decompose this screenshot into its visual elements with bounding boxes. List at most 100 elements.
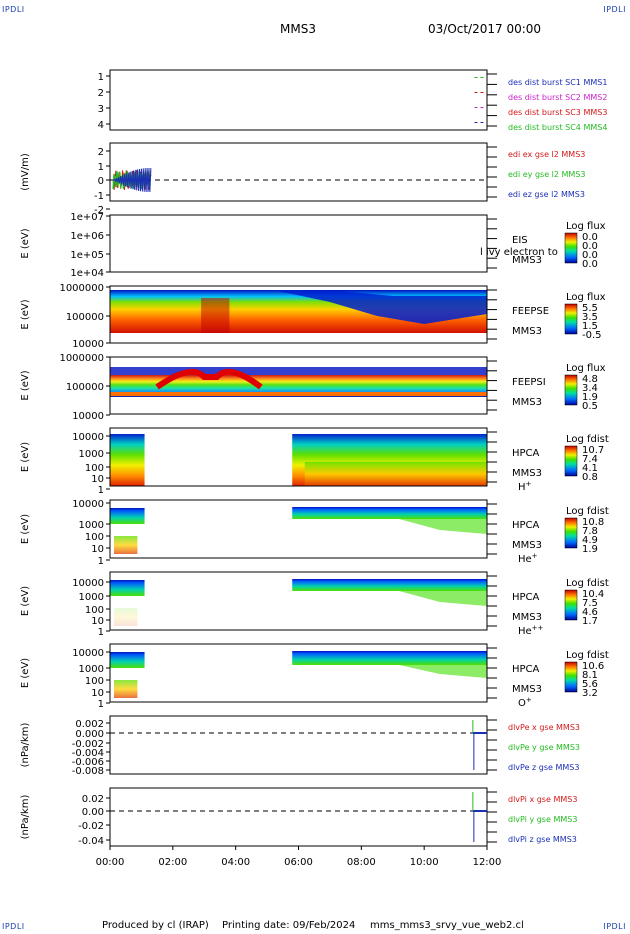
y-tick-label: -0.02 <box>78 821 104 832</box>
colorbar-tick-label: 3.4 <box>582 383 598 394</box>
y-tick-label: 0.02 <box>82 794 104 805</box>
y-tick-label: 10 <box>91 616 104 627</box>
legend-entry: des dist burst SC2 MMS2 <box>508 93 607 102</box>
colorbar-tick-label: 0.0 <box>582 241 598 252</box>
hpca-early-block <box>110 580 145 596</box>
y-tick-label: 10000 <box>72 578 104 589</box>
y-tick-label: 100 <box>85 676 104 687</box>
colorbar-tick-label: 4.6 <box>582 607 598 618</box>
y-tick-label: 10000 <box>72 432 104 443</box>
y-tick-label: 100 <box>85 463 104 474</box>
y-tick-label: 10000 <box>72 648 104 659</box>
colorbar-label: Log flux <box>566 363 606 374</box>
panel-frame <box>109 787 488 847</box>
hpca-late-tail <box>399 591 487 606</box>
y-tick-label: -0.04 <box>78 836 104 847</box>
panel-frame <box>109 715 488 775</box>
legend-entry: dlvPe x gse MMS3 <box>508 723 580 732</box>
instrument-name: FEEPSE <box>512 306 549 317</box>
y-axis-label: E (eV) <box>20 658 31 688</box>
colorbar-tick-label: 0.0 <box>582 250 598 261</box>
y-tick-label: 10000 <box>72 339 104 350</box>
hpca-late-tail <box>399 665 487 678</box>
colorbar-tick-label: 0.0 <box>582 232 598 243</box>
y-tick-label: 100 <box>85 532 104 543</box>
spacecraft-title: MMS3 <box>280 22 316 36</box>
y-tick-label: 4 <box>98 120 104 131</box>
y-axis-label: (nPa/km) <box>20 723 31 768</box>
colorbar-tick-label: 1.7 <box>582 616 598 627</box>
hpca-early-block <box>110 652 145 668</box>
panel-frame <box>109 427 488 487</box>
y-tick-label: 1 <box>98 485 104 496</box>
colorbar <box>564 374 578 406</box>
instrument-spacecraft: MMS3 <box>512 612 542 623</box>
y-tick-label: -1 <box>94 191 104 202</box>
instrument-spacecraft: MMS3 <box>512 326 542 337</box>
hpca-early-low-energy <box>114 608 138 626</box>
y-tick-label: 1000 <box>79 449 104 460</box>
panel-4: 1000000 100000 10000 E (eV) FEEPSE MMS3 Log fl… <box>20 283 606 350</box>
colorbar-tick-label: 0.5 <box>582 401 598 412</box>
y-tick-label: 100000 <box>66 312 104 323</box>
panel-11: 0.02 0.00 -0.02 -0.04 (nPa/km) dlvPi x gse MM… <box>20 787 577 847</box>
legend-entry: des dist burst SC1 MMS1 <box>508 78 607 87</box>
y-axis-label: E (eV) <box>20 370 31 400</box>
y-tick-label: -0.002 <box>72 739 104 750</box>
colorbar-tick-label: -0.5 <box>582 330 602 341</box>
legend-entry: dlvPi x gse MMS3 <box>508 795 577 804</box>
y-tick-label: 100 <box>85 605 104 616</box>
hpca-early-block <box>110 434 145 486</box>
y-axis-label: E (eV) <box>20 299 31 329</box>
instrument-spacecraft: MMS3 <box>512 540 542 551</box>
instrument-spacecraft: MMS3 <box>512 397 542 408</box>
panel-frame <box>109 571 488 631</box>
colorbar <box>564 517 578 549</box>
legend-entry: des dist burst SC3 MMS3 <box>508 108 607 117</box>
feepse-low-flux-region <box>273 290 487 324</box>
species-charge: + <box>526 696 532 704</box>
species-label: He++ <box>518 624 544 637</box>
x-tick-label: 04:00 <box>221 857 250 868</box>
colorbar-tick-label: 10.4 <box>582 589 604 600</box>
colorbar-label: Log fdist <box>566 578 609 589</box>
y-tick-label: 10 <box>91 474 104 485</box>
hpca-late-tail <box>399 519 487 534</box>
colorbar-tick-label: 7.5 <box>582 598 598 609</box>
x-tick-label: 08:00 <box>347 857 376 868</box>
x-tick-label: 02:00 <box>158 857 187 868</box>
y-tick-label: 1000000 <box>59 283 104 294</box>
y-tick-label: -2 <box>94 205 104 216</box>
legend-entry: dlvPi z gse MMS3 <box>508 835 577 844</box>
colorbar <box>564 303 578 335</box>
instrument-name: HPCA <box>512 592 540 603</box>
colorbar-label: Log flux <box>566 221 606 232</box>
y-tick-label: 10000 <box>72 499 104 510</box>
y-tick-label: 10 <box>91 544 104 555</box>
colorbar-tick-label: 7.8 <box>582 526 598 537</box>
colorbar-label: Log fdist <box>566 506 609 517</box>
y-tick-label: 0.002 <box>75 719 104 730</box>
corner-label-bottom-right: IPDLI <box>603 922 626 931</box>
y-axis-label: E (eV) <box>20 442 31 472</box>
feepsi-low-energy-band <box>110 392 487 396</box>
colorbar-label: Log flux <box>566 292 606 303</box>
y-tick-label: 1e+06 <box>70 231 104 242</box>
y-tick-label: 1000 <box>79 520 104 531</box>
colorbar-tick-label: 4.8 <box>582 374 598 385</box>
hpca-early-low-energy <box>114 536 138 554</box>
y-axis-label: (mV/m) <box>20 153 31 191</box>
y-tick-label: 1000000 <box>59 353 104 364</box>
legend-entry: edi ez gse l2 MMS3 <box>508 190 585 199</box>
x-tick-label: 12:00 <box>473 857 502 868</box>
y-tick-label: 1e+04 <box>70 268 104 279</box>
y-tick-label: 1 <box>98 627 104 638</box>
panel-frame <box>109 142 488 202</box>
hpca-early-block <box>110 508 145 524</box>
species-label: He+ <box>518 552 538 565</box>
y-tick-label: 1 <box>98 556 104 567</box>
